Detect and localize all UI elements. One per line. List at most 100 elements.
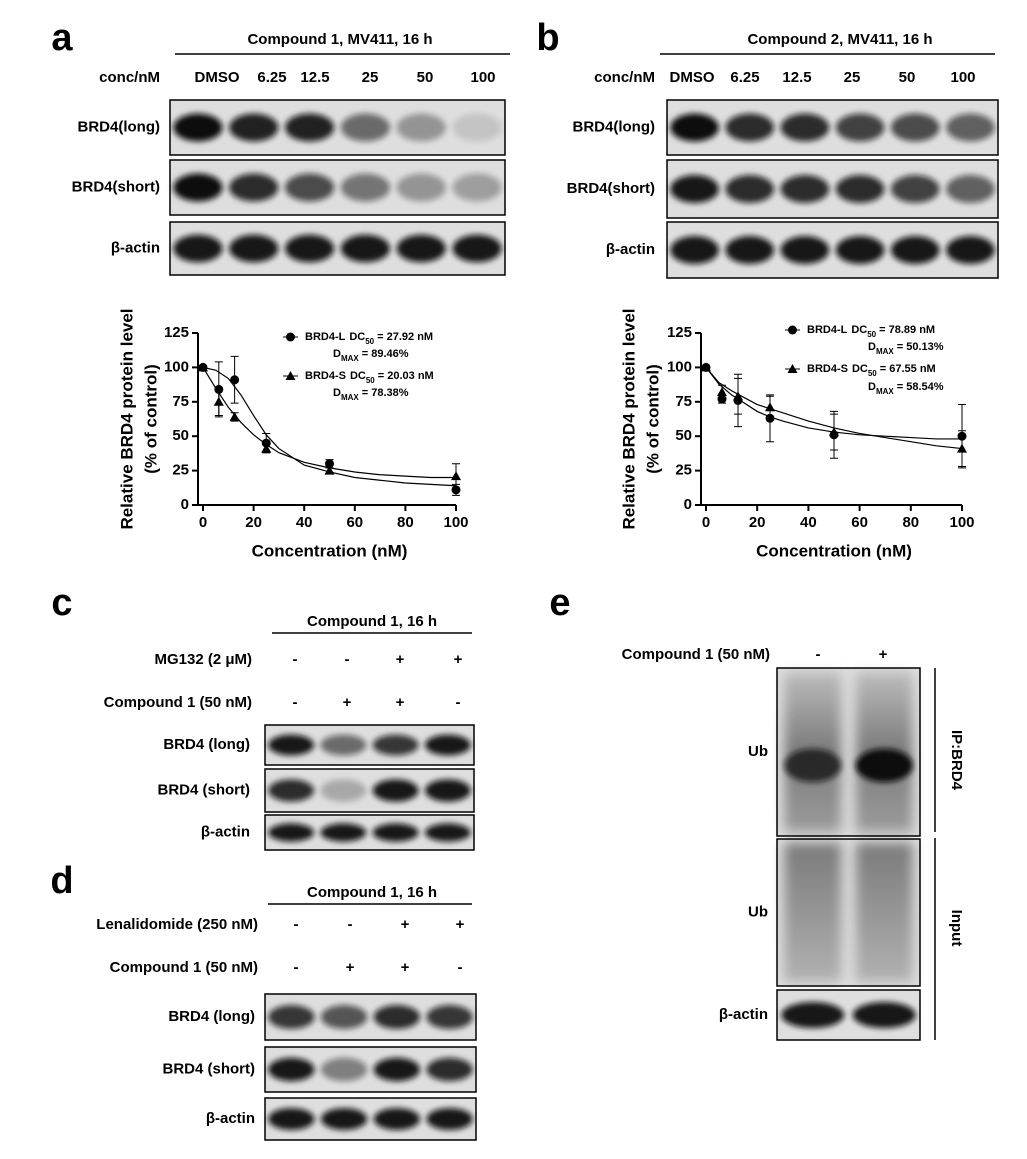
y-tick-label: 50 [675, 427, 692, 444]
panel-letter: b [536, 17, 559, 59]
blot [776, 838, 921, 987]
blot-band [173, 234, 223, 263]
y-tick-label: 0 [684, 496, 692, 513]
blot [666, 99, 999, 156]
dmax-value: = 78.38% [362, 387, 409, 399]
panel-letter: d [50, 860, 73, 902]
data-point [765, 402, 775, 412]
y-axis-title: (% of control) [141, 364, 160, 474]
blot [264, 768, 475, 813]
blot-frame [169, 99, 506, 156]
blot-band [452, 113, 502, 142]
blot-band [452, 173, 502, 202]
blot-band [173, 173, 223, 202]
row-label: BRD4(long) [78, 118, 161, 135]
blot-band [780, 175, 830, 203]
blot-band [835, 175, 885, 203]
blot-band [340, 113, 390, 142]
dmax-value: = 50.13% [897, 341, 944, 353]
data-point [733, 391, 743, 401]
dmax-label: D [333, 387, 341, 399]
y-tick-label: 75 [172, 393, 189, 410]
panel-header: Compound 1, 16 h [307, 884, 437, 901]
condition-sign: + [454, 651, 463, 668]
blot-band [890, 175, 940, 203]
blot-band [285, 173, 335, 202]
blot-band [268, 1005, 315, 1029]
y-tick-label: 75 [675, 393, 692, 410]
legend-entry: DMAX = 89.46% [333, 348, 409, 363]
blot [666, 159, 999, 219]
data-point [324, 465, 335, 475]
condition-sign: + [456, 916, 465, 933]
dc50-label: DC [852, 363, 868, 375]
lane-title: conc/nM [99, 69, 160, 86]
blot-band [725, 175, 775, 203]
row-label: β-actin [206, 1110, 255, 1127]
data-point [957, 443, 967, 453]
x-axis-title: Concentration (nM) [252, 541, 408, 560]
y-axis-title: Relative BRD4 protein level [619, 308, 638, 529]
condition-sign: + [401, 959, 410, 976]
x-tick-label: 60 [851, 514, 868, 531]
blot-smear [784, 843, 842, 982]
blot-band [946, 175, 995, 203]
blot [264, 814, 475, 851]
blot [776, 667, 921, 837]
x-tick-label: 40 [296, 514, 313, 531]
legend-name: BRD4-S [305, 370, 346, 382]
row-label: β-actin [606, 241, 655, 258]
condition-sign: + [879, 646, 888, 663]
condition-sign: - [294, 916, 299, 933]
legend-marker [286, 332, 295, 342]
blot-band [373, 1108, 421, 1130]
dc50-subscript: 50 [365, 337, 374, 346]
x-tick-label: 0 [199, 514, 207, 531]
x-tick-label: 40 [800, 514, 817, 531]
blot-frame [666, 99, 999, 156]
condition-sign: + [343, 694, 352, 711]
blot-band [426, 1057, 473, 1082]
row-label: BRD4 (long) [163, 736, 250, 753]
blot-band [320, 734, 367, 756]
lane-label: 50 [417, 69, 434, 86]
condition-sign: - [294, 959, 299, 976]
blot [776, 989, 921, 1041]
data-point [451, 471, 461, 481]
y-tick-label: 100 [164, 358, 189, 375]
blot-band [268, 823, 315, 842]
blot-band [835, 113, 885, 142]
blot-band [396, 113, 446, 142]
x-axis-title: Concentration (nM) [756, 541, 912, 560]
data-point [325, 459, 334, 469]
condition-sign: - [348, 916, 353, 933]
condition-sign: - [293, 651, 298, 668]
blot-band [340, 234, 390, 263]
condition-sign: + [396, 651, 405, 668]
blot-band [452, 234, 502, 263]
x-tick-label: 60 [346, 514, 363, 531]
dmax-subscript: MAX [876, 347, 894, 356]
panel-header: Compound 2, MV411, 16 h [747, 31, 932, 48]
blot-band [229, 173, 279, 202]
fit-curve [202, 367, 456, 479]
blot-band [784, 748, 842, 783]
legend-marker [788, 325, 797, 335]
blot-band [268, 779, 315, 802]
data-point [230, 375, 240, 385]
blot [169, 99, 506, 156]
dc50-label: DC [851, 324, 867, 336]
fit-curve [705, 367, 962, 440]
y-tick-label: 50 [172, 427, 189, 444]
condition-sign: + [396, 694, 405, 711]
condition-label: Compound 1 (50 nM) [104, 694, 252, 711]
row-label: BRD4 (short) [163, 1060, 256, 1077]
data-point [451, 485, 461, 495]
blot-frame [169, 221, 506, 276]
dc50-value: = 67.55 nM [880, 363, 936, 375]
x-tick-label: 20 [245, 514, 262, 531]
blot-band [320, 1005, 368, 1029]
row-label: Ub [748, 743, 768, 760]
condition-sign: - [816, 646, 821, 663]
